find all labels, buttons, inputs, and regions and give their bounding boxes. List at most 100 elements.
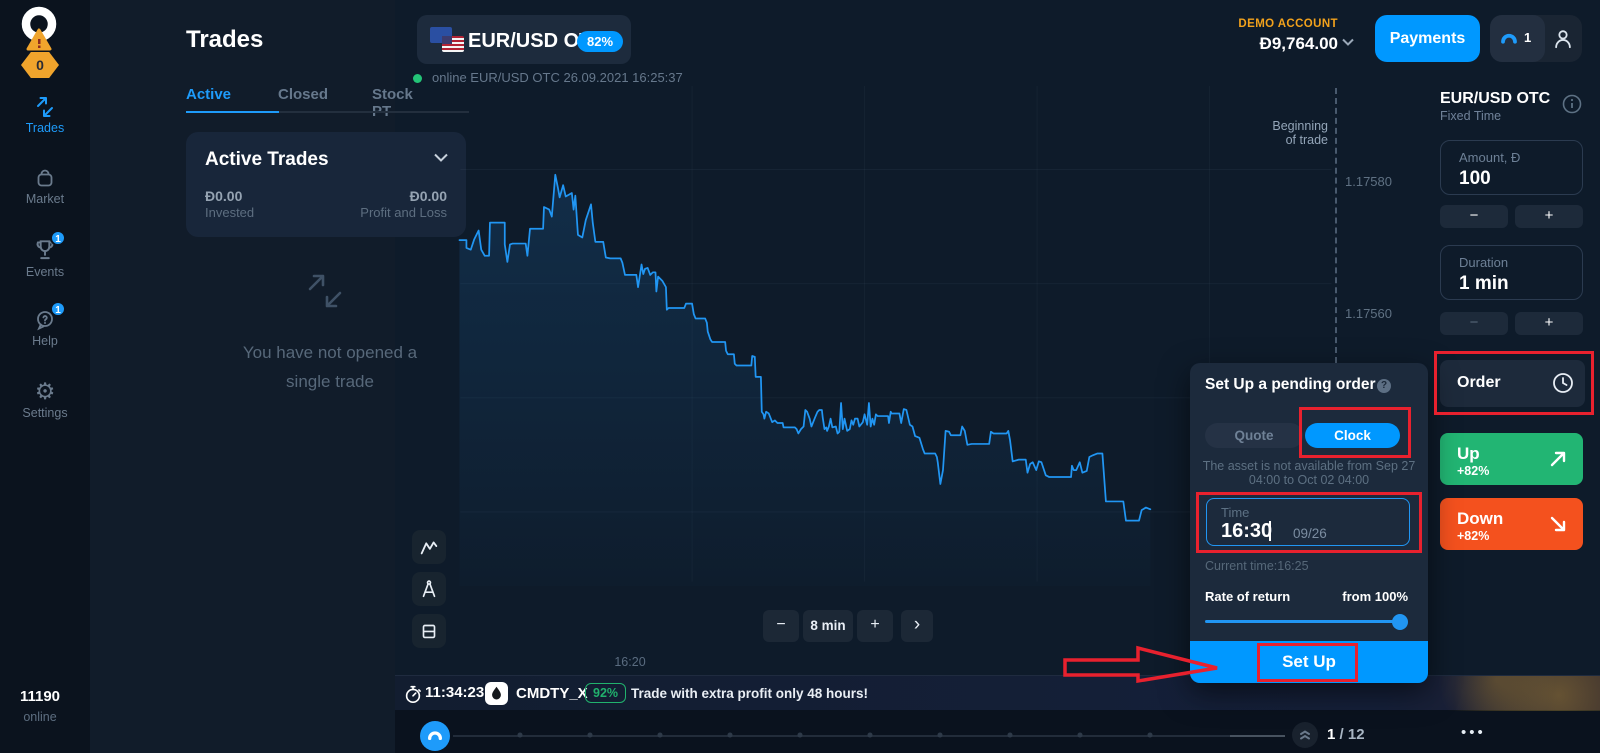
market-bag-icon [37, 169, 53, 187]
asset-status-text: online EUR/USD OTC 26.09.2021 16:25:37 [432, 70, 683, 85]
amount-field[interactable]: Amount, Đ 100 [1440, 140, 1583, 195]
online-users-label: online [23, 710, 57, 724]
account-type-label: DEMO ACCOUNT [1238, 18, 1338, 30]
rate-slider-track[interactable] [1205, 620, 1400, 623]
price-area [459, 174, 1151, 586]
active-trades-widget[interactable]: 1 [1490, 15, 1545, 62]
time-input[interactable]: Time 16:30 09/26 [1206, 498, 1410, 546]
tab-underline [186, 111, 469, 113]
empty-trades-icon [308, 274, 342, 308]
tab-quote[interactable]: Quote [1205, 423, 1303, 448]
rate-of-return-value: from 100% [1342, 589, 1408, 604]
online-status-icon [413, 74, 422, 83]
price-chart[interactable] [395, 85, 1396, 660]
tab-clock[interactable]: Clock [1305, 423, 1400, 448]
info-icon[interactable] [1562, 94, 1582, 114]
order-label: Order [1457, 374, 1501, 391]
duration-minus-button[interactable]: − [1440, 312, 1508, 335]
feed-scroll-button[interactable] [420, 721, 450, 751]
clock-icon [1553, 373, 1573, 393]
invested-value: Đ0.00 [205, 188, 243, 204]
sidebar-item-market[interactable]: Market [0, 166, 90, 206]
asset-name: EUR/USD OTC [468, 30, 606, 52]
chevron-down-icon[interactable] [434, 153, 448, 162]
chart-type-button[interactable] [412, 530, 446, 564]
promo-pager-icon[interactable] [1292, 722, 1318, 748]
account-balance: Đ9,764.00 [1259, 34, 1338, 53]
trades-arc-icon [1501, 33, 1517, 44]
usd-flag-icon [442, 36, 464, 52]
up-button[interactable]: Up +82% [1440, 433, 1583, 485]
line-chart-icon [420, 541, 438, 555]
tab-active[interactable]: Active [186, 86, 232, 103]
payments-button[interactable]: Payments [1375, 15, 1480, 62]
amount-plus-button[interactable]: + [1515, 205, 1583, 228]
trades-panel: Trades × Active Closed Stock PT Active T… [90, 0, 469, 753]
trades-count: 1 [1524, 30, 1532, 45]
active-trades-title: Active Trades [205, 149, 329, 170]
profile-icon[interactable] [1552, 27, 1574, 51]
y-axis-label: 1.17560 [1345, 306, 1392, 321]
invested-label: Invested [205, 205, 255, 220]
active-trades-card[interactable]: Active Trades Đ0.00 Invested Đ0.00 Profi… [186, 132, 466, 237]
duration-label: Duration [1459, 255, 1509, 270]
split-layout-icon [422, 624, 436, 639]
availability-notice: The asset is not available from Sep 27 0… [1202, 459, 1416, 487]
scroll-forward-button[interactable]: › [901, 610, 933, 642]
text-cursor [1269, 521, 1271, 541]
sidebar-item-settings[interactable]: ⚙ Settings [0, 378, 90, 420]
up-payout: +82% [1457, 464, 1490, 478]
up-label: Up [1457, 444, 1480, 463]
down-button[interactable]: Down +82% [1440, 498, 1583, 550]
amount-minus-button[interactable]: − [1440, 205, 1508, 228]
feed-dots [485, 732, 1195, 738]
feed-arc-icon [428, 731, 442, 740]
x-axis-label: 16:20 [614, 655, 646, 669]
pending-order-popup: Set Up a pending order ? Quote Clock The… [1190, 363, 1428, 683]
promo-page-indicator: 1 / 12 [1327, 726, 1365, 743]
settings-gear-icon: ⚙ [34, 378, 56, 404]
timeframe-value[interactable]: 8 min [803, 610, 853, 642]
beginning-of-trade-label: Beginning of trade [1272, 119, 1328, 147]
app-logo[interactable] [18, 6, 62, 54]
duration-plus-button[interactable]: + [1515, 312, 1583, 335]
duration-value: 1 min [1459, 273, 1509, 294]
events-badge: 1 [50, 230, 66, 246]
promo-countdown: 11:34:23 [425, 684, 485, 701]
arrow-up-right-icon [1550, 451, 1566, 467]
drawing-tools-button[interactable] [412, 572, 446, 606]
order-button[interactable]: Order [1440, 360, 1585, 407]
sidebar-item-trades[interactable]: Trades [0, 95, 90, 135]
help-icon[interactable]: ? [1377, 379, 1391, 393]
date-value: 09/26 [1293, 526, 1327, 541]
price-line [458, 173, 1152, 522]
asset-selector[interactable]: EUR/USD OTC 82% [417, 15, 631, 64]
sidebar-item-events[interactable]: 1 Events [0, 230, 90, 279]
arrow-down-right-icon [1550, 516, 1566, 532]
set-up-button[interactable]: Set Up [1190, 641, 1428, 683]
tab-closed[interactable]: Closed [278, 86, 329, 103]
more-menu-icon[interactable]: ••• [1461, 724, 1486, 741]
feed-position [1230, 735, 1285, 737]
rate-slider-thumb[interactable] [1392, 614, 1408, 630]
stopwatch-icon [405, 685, 421, 703]
timeframe-plus-button[interactable]: + [857, 610, 893, 642]
online-users-count: 11190 [19, 688, 61, 705]
duration-field[interactable]: Duration 1 min [1440, 245, 1583, 300]
amount-value: 100 [1459, 168, 1491, 189]
timeframe-minus-button[interactable]: − [763, 610, 799, 642]
sidebar-item-help[interactable]: 1 Help [0, 301, 90, 348]
help-badge: 1 [50, 301, 66, 317]
promo-message: Trade with extra profit only 48 hours! [631, 686, 869, 701]
trade-panel-mode: Fixed Time [1440, 109, 1502, 123]
beginning-of-trade-line [1335, 88, 1337, 363]
time-value: 16:30 [1221, 520, 1273, 542]
layout-button[interactable] [412, 614, 446, 648]
notification-count-badge[interactable]: 0 [21, 52, 59, 78]
sidebar: 0 Trades Market [0, 0, 90, 753]
popup-title: Set Up a pending order [1205, 376, 1376, 393]
balance-chevron-down-icon[interactable] [1342, 38, 1354, 46]
pnl-value: Đ0.00 [409, 188, 447, 204]
empty-state-message: You have not opened a single trade [242, 343, 418, 391]
rate-of-return-label: Rate of return [1205, 589, 1291, 604]
